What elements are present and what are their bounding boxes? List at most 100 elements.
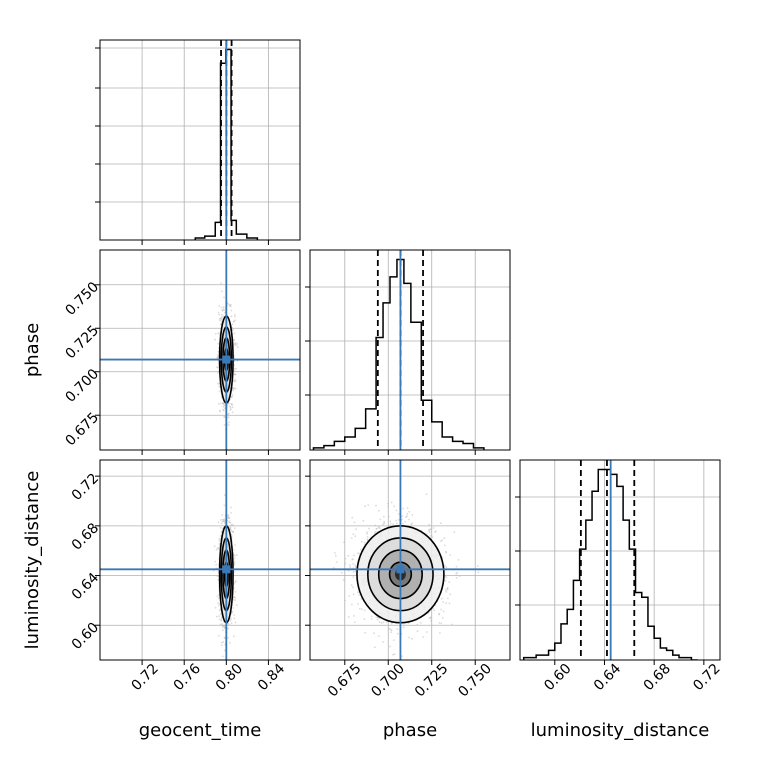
sample-point — [214, 332, 217, 335]
sample-point — [220, 290, 223, 293]
sample-point — [220, 282, 223, 284]
sample-point — [408, 518, 410, 521]
sample-point — [223, 424, 226, 426]
sample-point — [375, 528, 378, 530]
sample-point — [343, 541, 345, 544]
sample-point — [389, 523, 392, 525]
panel-luminosity_distance-vs-geocent_time — [95, 459, 301, 665]
sample-point — [232, 549, 235, 551]
density-layer — [212, 494, 238, 658]
sample-point — [370, 618, 373, 620]
sample-point — [416, 630, 419, 632]
sample-point — [425, 631, 428, 633]
sample-point — [441, 539, 444, 541]
y-axis-label-luminosity_distance: luminosity_distance — [22, 471, 43, 650]
sample-point — [366, 531, 368, 534]
sample-point — [410, 523, 413, 526]
sample-point — [344, 562, 346, 564]
sample-point — [457, 559, 460, 561]
sample-point — [422, 636, 425, 638]
sample-point — [344, 557, 347, 560]
sample-point — [448, 581, 451, 583]
sample-point — [428, 617, 431, 619]
sample-point — [358, 607, 361, 610]
sample-point — [222, 641, 225, 643]
sample-point — [219, 609, 221, 611]
sample-point — [216, 547, 219, 549]
sample-point — [358, 594, 360, 596]
sample-point — [396, 522, 398, 525]
sample-point — [449, 554, 452, 556]
sample-point — [357, 603, 359, 605]
sample-point — [233, 635, 235, 638]
sample-point — [219, 613, 222, 616]
sample-point — [223, 504, 226, 507]
sample-point — [217, 604, 220, 607]
sample-point — [352, 593, 355, 596]
sample-point — [220, 313, 223, 316]
x-tick-label: 0.68 — [641, 661, 674, 694]
sample-point — [387, 515, 390, 518]
sample-point — [232, 389, 235, 392]
sample-point — [227, 516, 230, 519]
sample-point — [453, 531, 456, 534]
sample-point — [233, 315, 236, 318]
x-tick-label: 0.84 — [255, 661, 288, 694]
y-tick-label: 0.68 — [69, 520, 102, 553]
sample-point — [402, 624, 405, 627]
sample-point — [230, 309, 233, 312]
sample-point — [236, 554, 238, 556]
sample-point — [439, 632, 441, 634]
sample-point — [233, 617, 236, 620]
sample-point — [379, 518, 382, 521]
sample-point — [419, 622, 422, 624]
sample-point — [235, 367, 237, 370]
panel-phase-vs-geocent_time — [95, 249, 301, 455]
sample-point — [434, 530, 437, 532]
sample-point — [340, 571, 343, 574]
sample-point — [228, 521, 231, 524]
axes-frame — [99, 459, 301, 661]
sample-point — [411, 513, 414, 516]
sample-point — [441, 597, 443, 600]
sample-point — [402, 507, 404, 510]
sample-point — [367, 504, 370, 506]
sample-point — [229, 409, 232, 411]
sample-point — [230, 529, 233, 532]
sample-point — [398, 513, 400, 515]
panel-geocent_time-vs-geocent_time — [95, 39, 301, 245]
sample-point — [352, 576, 355, 578]
sample-point — [366, 536, 369, 538]
sample-point — [378, 509, 380, 512]
y-tick-label: 0.72 — [69, 470, 102, 503]
sample-point — [364, 632, 367, 634]
sample-point — [217, 597, 220, 600]
sample-point — [411, 637, 413, 640]
sample-point — [218, 313, 221, 316]
x-axis-label-luminosity_distance: luminosity_distance — [531, 720, 710, 741]
sample-point — [236, 604, 238, 607]
sample-point — [389, 645, 391, 648]
sample-point — [416, 623, 419, 626]
sample-point — [440, 608, 443, 611]
sample-point — [351, 516, 354, 519]
sample-point — [406, 507, 409, 509]
sample-point — [236, 346, 239, 348]
axes-frame — [309, 249, 511, 451]
sample-point — [332, 567, 335, 569]
sample-point — [443, 544, 446, 547]
sample-point — [234, 319, 237, 322]
sample-point — [354, 564, 357, 567]
sample-point — [213, 545, 216, 548]
sample-point — [223, 416, 226, 419]
sample-point — [217, 332, 220, 335]
sample-point — [222, 315, 225, 317]
sample-point — [233, 314, 236, 316]
sample-point — [401, 655, 403, 658]
sample-point — [229, 641, 231, 644]
y-tick-label: 0.675 — [62, 410, 102, 450]
y-tick-label: 0.60 — [69, 620, 102, 653]
sample-point — [218, 618, 221, 620]
sample-point — [223, 494, 226, 496]
sample-point — [229, 527, 232, 529]
